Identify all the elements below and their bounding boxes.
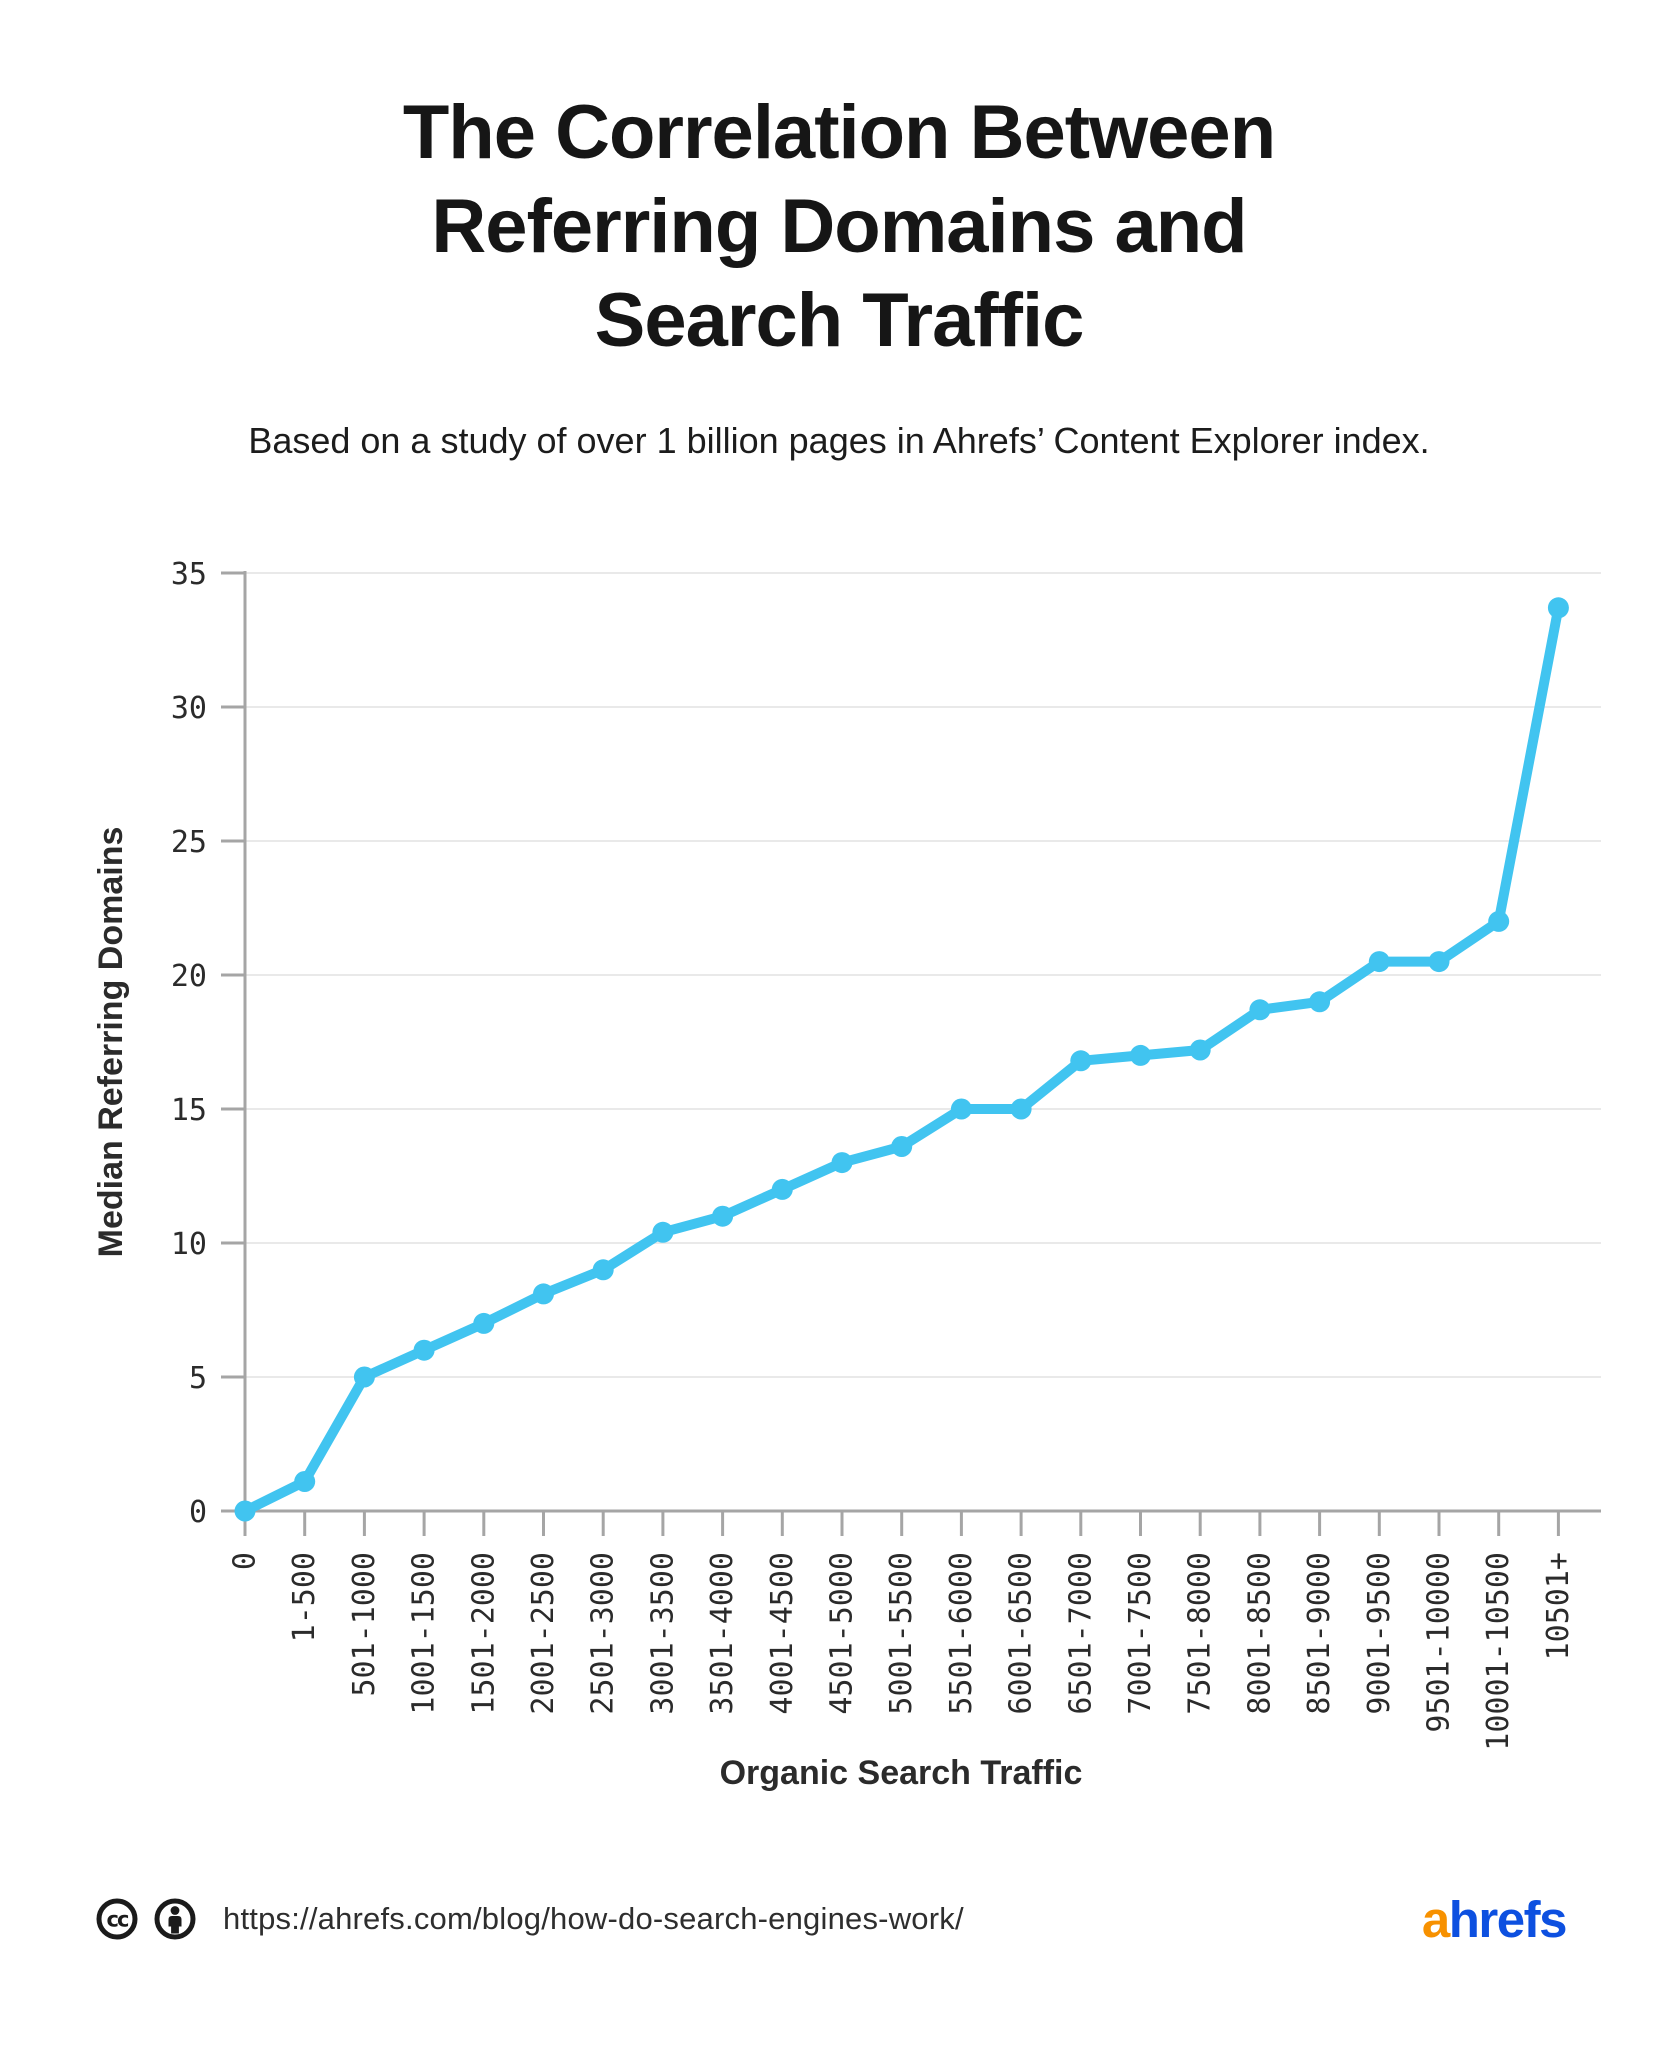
svg-text:9001-9500: 9001-9500 [1362,1552,1397,1715]
data-point [533,1283,554,1305]
data-point [950,1098,972,1120]
x-tick-labels: 0 1-500 501-1000 1001-1500 1501-2000 2001-250… [228,1552,1576,1751]
svg-text:1-500: 1-500 [287,1552,322,1642]
cc-attribution-icon [154,1898,196,1940]
data-point [1309,991,1331,1013]
data-point [771,1178,793,1200]
chart-title: The Correlation Between Referring Domain… [0,86,1678,368]
header: The Correlation Between Referring Domain… [0,0,1678,462]
gridlines [245,572,1601,1378]
svg-text:25: 25 [171,825,207,860]
svg-text:5001-5500: 5001-5500 [884,1552,919,1715]
svg-text:20: 20 [171,959,207,994]
svg-text:2501-3000: 2501-3000 [586,1552,621,1715]
svg-text:2001-2500: 2001-2500 [526,1552,561,1715]
data-point [1488,910,1510,932]
data-point [1130,1044,1151,1066]
svg-text:5501-6000: 5501-6000 [944,1552,979,1715]
svg-text:15: 15 [171,1093,207,1128]
svg-text:9501-10000: 9501-10000 [1422,1552,1457,1733]
data-point [592,1259,614,1281]
source-url: https://ahrefs.com/blog/how-do-search-en… [223,1901,964,1936]
svg-text:7001-7500: 7001-7500 [1123,1552,1158,1715]
ahrefs-logo: ahrefs [1421,1890,1568,1948]
data-point [234,1500,256,1522]
svg-text:5: 5 [189,1361,207,1396]
svg-text:35: 35 [171,557,207,592]
data-point [473,1312,495,1334]
svg-text:6001-6500: 6001-6500 [1004,1552,1039,1715]
svg-text:3001-3500: 3001-3500 [645,1552,680,1715]
svg-text:8501-9000: 8501-9000 [1302,1552,1337,1715]
svg-text:10: 10 [171,1227,207,1262]
svg-text:8001-8500: 8001-8500 [1242,1552,1277,1715]
svg-text:1501-2000: 1501-2000 [466,1552,501,1715]
svg-text:501-1000: 501-1000 [347,1552,382,1697]
data-line [240,602,1564,1516]
data-point [1368,951,1390,973]
chart-subtitle: Based on a study of over 1 billion pages… [248,420,1430,461]
svg-text:10001-10500: 10001-10500 [1481,1552,1516,1751]
chart-title-line-2: Referring Domains and [431,184,1247,269]
svg-text:cc: cc [107,1908,129,1932]
svg-text:1001-1500: 1001-1500 [407,1552,442,1715]
data-points [234,597,1569,1522]
x-axis-title: Organic Search Traffic [720,1754,1083,1792]
data-point [891,1136,913,1157]
svg-text:0: 0 [228,1552,263,1570]
data-point [294,1471,316,1492]
y-tick-labels: 0 5 10 15 20 25 30 35 [171,557,207,1530]
svg-text:10501+: 10501+ [1541,1552,1576,1660]
data-point [712,1205,734,1227]
y-axis-title: Median Referring Domains [92,827,130,1258]
data-point [1189,1039,1211,1061]
svg-text:4001-4500: 4001-4500 [765,1552,800,1715]
data-point [652,1221,674,1243]
data-point [353,1366,375,1388]
data-point [1010,1098,1032,1120]
data-point [1547,597,1569,619]
svg-text:6501-7000: 6501-7000 [1063,1552,1098,1715]
cc-license-icon: cc [96,1898,138,1940]
ahrefs-logo-hrefs: hrefs [1448,1890,1568,1948]
svg-text:3501-4000: 3501-4000 [705,1552,740,1715]
data-point [413,1339,435,1361]
chart-title-line-1: The Correlation Between [402,90,1276,175]
footer: cc https://ahrefs.com/blog/how-do-search… [95,1890,1568,1948]
data-point [1249,999,1271,1021]
axis-ticks [221,571,1560,1536]
data-point [1070,1050,1092,1072]
ahrefs-logo-a: a [1421,1890,1450,1948]
data-point [1428,951,1450,973]
svg-text:30: 30 [171,691,207,726]
svg-text:0: 0 [189,1495,207,1530]
svg-text:7501-8000: 7501-8000 [1183,1552,1218,1715]
data-point [831,1152,853,1174]
axes [221,571,1601,1513]
svg-text:4501-5000: 4501-5000 [825,1552,860,1715]
chart-title-line-3: Search Traffic [594,278,1085,363]
